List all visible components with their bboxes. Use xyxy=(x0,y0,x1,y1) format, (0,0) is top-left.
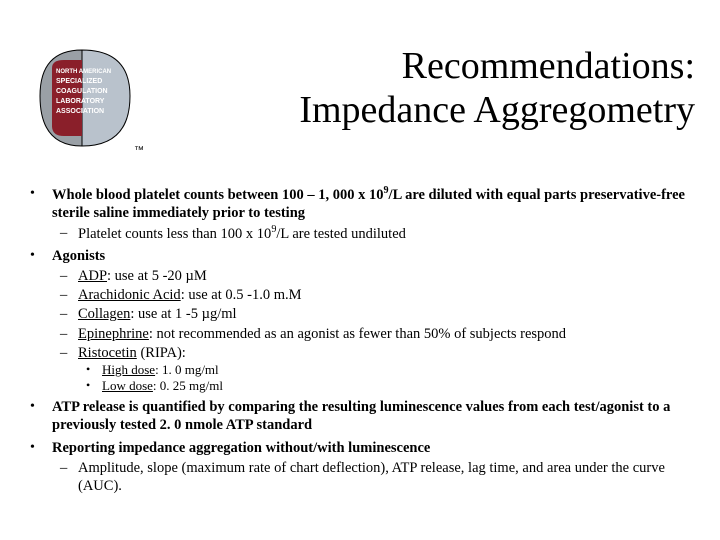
agonist-adp: ADP: use at 5 -20 µM xyxy=(52,267,696,285)
svg-text:LABORATORY: LABORATORY xyxy=(56,98,105,105)
agonist-arachidonic: Arachidonic Acid: use at 0.5 -1.0 m.M xyxy=(52,286,696,304)
nascola-logo: NORTH AMERICAN SPECIALIZED COAGULATION L… xyxy=(30,38,150,158)
ristocetin-high: High dose: 1. 0 mg/ml xyxy=(78,362,696,378)
slide-body: Whole blood platelet counts between 100 … xyxy=(24,185,696,499)
bullet-2: Agonists ADP: use at 5 -20 µM Arachidoni… xyxy=(24,247,696,394)
svg-text:ASSOCIATION: ASSOCIATION xyxy=(56,108,104,115)
svg-text:™: ™ xyxy=(134,145,144,156)
agonist-epinephrine: Epinephrine: not recommended as an agoni… xyxy=(52,325,696,343)
svg-text:NORTH AMERICAN: NORTH AMERICAN xyxy=(56,69,111,75)
bullet-4: Reporting impedance aggregation without/… xyxy=(24,439,696,495)
svg-text:COAGULATION: COAGULATION xyxy=(56,88,108,95)
title-line-2: Impedance Aggregometry xyxy=(299,89,695,131)
agonist-ristocetin: Ristocetin (RIPA): High dose: 1. 0 mg/ml… xyxy=(52,344,696,395)
title-line-1: Recommendations: xyxy=(402,45,695,87)
bullet-4-sub: Amplitude, slope (maximum rate of chart … xyxy=(52,459,696,495)
ristocetin-low: Low dose: 0. 25 mg/ml xyxy=(78,378,696,394)
slide: NORTH AMERICAN SPECIALIZED COAGULATION L… xyxy=(0,0,720,540)
agonist-collagen: Collagen: use at 1 -5 µg/ml xyxy=(52,305,696,323)
svg-text:SPECIALIZED: SPECIALIZED xyxy=(56,78,102,85)
bullet-1: Whole blood platelet counts between 100 … xyxy=(24,185,696,243)
bullet-1-sub-1: Platelet counts less than 100 x 109/L ar… xyxy=(52,224,696,243)
slide-title: Recommendations: Impedance Aggregometry xyxy=(180,45,695,132)
bullet-3: ATP release is quantified by comparing t… xyxy=(24,398,696,434)
